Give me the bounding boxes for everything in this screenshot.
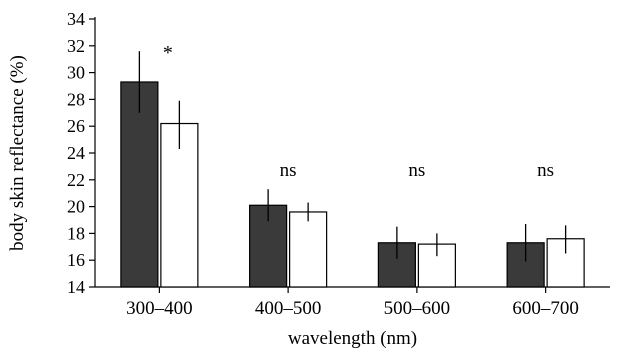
y-tick-label: 16: [67, 250, 85, 270]
bars: [120, 51, 585, 288]
y-tick-label: 28: [67, 89, 85, 109]
y-axis-title: body skin reflectance (%): [7, 55, 28, 251]
x-tick-label: 600–700: [512, 298, 579, 319]
bar-series-2: [289, 211, 328, 288]
bar-series-2: [160, 122, 199, 288]
axes: 14 16 18 20 22 24 26 28 30 32 34: [67, 9, 610, 297]
significance-label: ns: [408, 160, 425, 181]
y-tick-label: 14: [67, 277, 85, 297]
x-tick-label: 500–600: [384, 298, 451, 319]
significance-label: *: [163, 42, 173, 64]
y-tick-label: 26: [67, 116, 85, 136]
x-tick-label: 400–500: [255, 298, 322, 319]
labels: 300–400 * 400–500 ns 500–600 ns 600–700 ns wavel…: [7, 42, 579, 349]
y-tick-label: 22: [67, 170, 85, 190]
y-tick-label: 24: [67, 143, 85, 163]
y-tick-label: 34: [67, 9, 85, 29]
y-tick-label: 20: [67, 197, 85, 217]
significance-label: ns: [280, 160, 297, 181]
bar-series-1: [120, 81, 159, 288]
significance-label: ns: [537, 160, 554, 181]
x-tick-label: 300–400: [126, 298, 193, 319]
y-tick-label: 32: [67, 36, 85, 56]
y-tick-label: 30: [67, 63, 85, 83]
x-axis-title: wavelength (nm): [288, 328, 417, 349]
y-tick-label: 18: [67, 223, 85, 243]
